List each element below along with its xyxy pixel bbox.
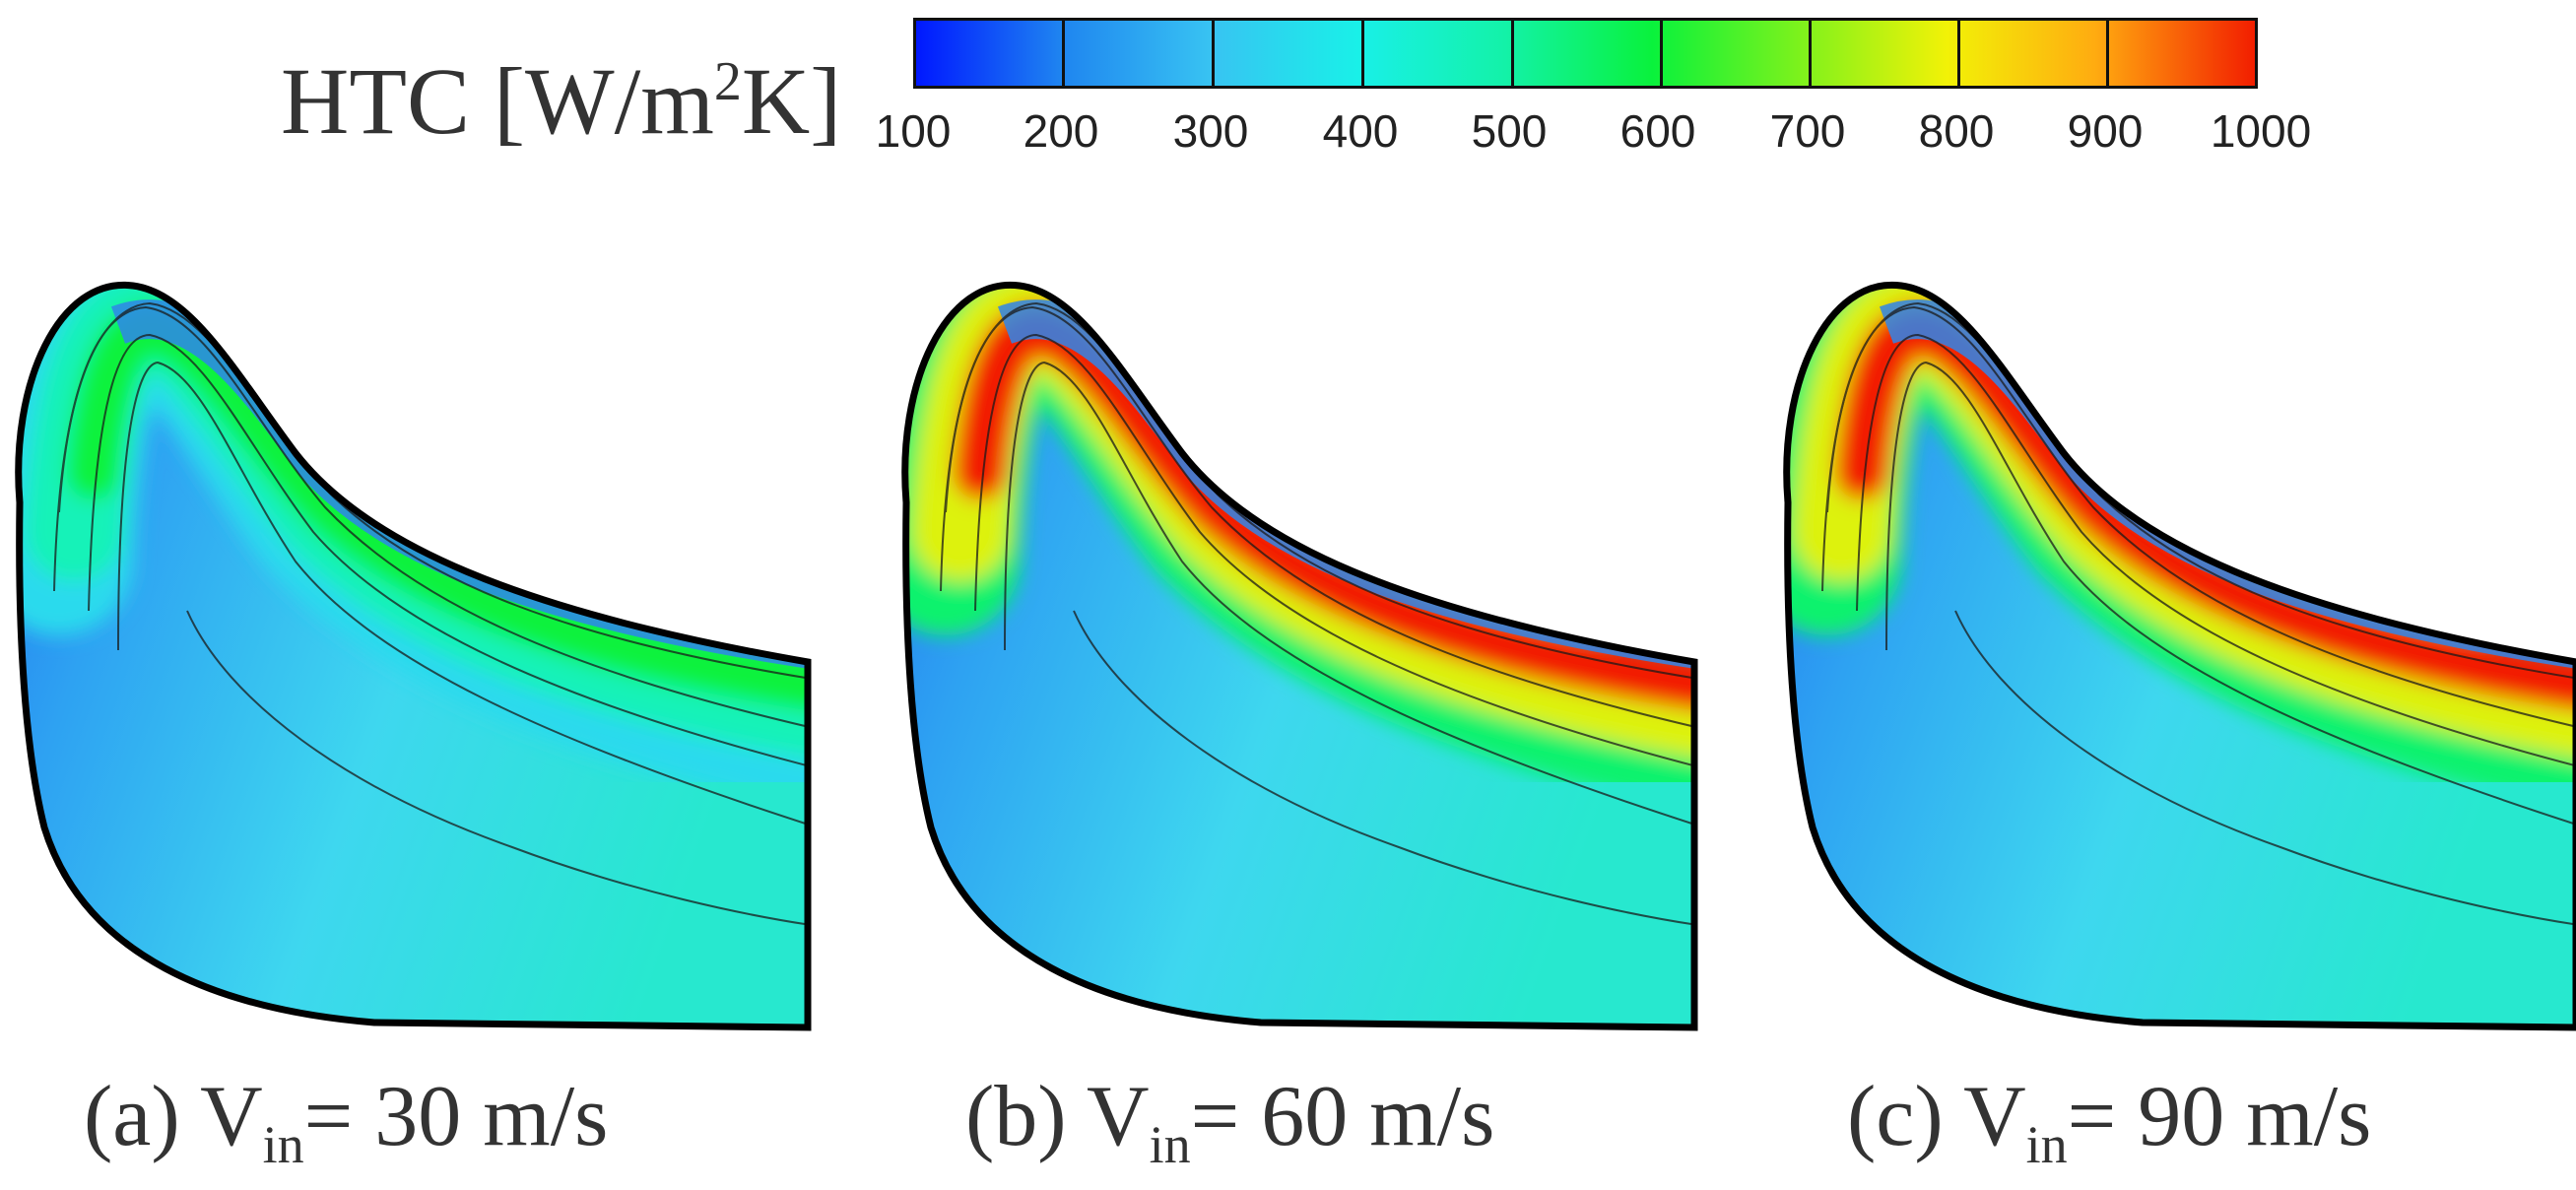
colorbar-tick-label: 200 [1023,105,1099,157]
colorbar-divider [1511,21,1514,86]
panel-caption-c: (c) Vin= 90 m/s [1847,1069,2372,1174]
colorbar-divider [1212,21,1215,86]
colorbar-tick-label: 100 [875,105,952,157]
colorbar [913,18,2258,89]
panel-caption-a: (a) Vin= 30 m/s [84,1069,609,1174]
colorbar-tick-label: 1000 [2210,105,2312,157]
colorbar-divider [2106,21,2109,86]
colorbar-divider [1062,21,1065,86]
colorbar-tick-label: 600 [1619,105,1696,157]
htc-panel-b [887,236,1704,1044]
htc-contour-map [1768,236,2576,1044]
colorbar-tick-label: 700 [1769,105,1846,157]
colorbar-divider [1809,21,1812,86]
panel-caption-b: (b) Vin= 60 m/s [965,1069,1495,1174]
htc-panel-a [0,236,818,1044]
colorbar-tick-label: 400 [1322,105,1399,157]
htc-contour-map [887,236,1704,1044]
colorbar-tick-label: 500 [1471,105,1548,157]
colorbar-tick-label: 800 [1918,105,1995,157]
colorbar-tick-label: 300 [1172,105,1249,157]
colorbar-divider [1660,21,1663,86]
colorbar-divider [1957,21,1960,86]
htc-panel-c [1768,236,2576,1044]
colorbar-tick-label: 900 [2067,105,2144,157]
colorbar-divider [1361,21,1364,86]
htc-contour-map [0,236,818,1044]
colorbar-title: HTC [W/m2K] [281,48,842,154]
